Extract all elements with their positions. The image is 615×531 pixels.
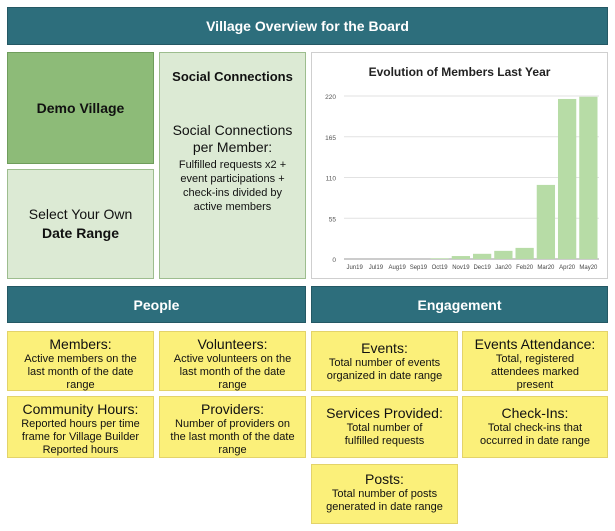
card-desc-line: range bbox=[66, 379, 95, 391]
date-range-line1: Select Your Own bbox=[28, 206, 133, 222]
x-tick-label: May20 bbox=[579, 265, 598, 271]
members-bar-chart: 0 55 110 165 220 Jun19 Jul19 Aug19 Sep19 Oct19 Nov… bbox=[325, 94, 599, 271]
x-tick-label: Feb20 bbox=[516, 265, 534, 271]
card-desc-line: Number of providers on bbox=[175, 418, 290, 430]
chart-title: Evolution of Members Last Year bbox=[368, 65, 551, 79]
card-desc-line: last month of the date bbox=[179, 366, 286, 378]
card-desc-line: Active members on the bbox=[24, 353, 137, 365]
card-desc: Total number of fulfilled requests bbox=[345, 422, 425, 448]
village-name-box: Demo Village bbox=[7, 52, 154, 164]
bar bbox=[557, 98, 577, 259]
events-attendance-card: Events Attendance: Total, registered att… bbox=[462, 331, 608, 391]
providers-card: Providers: Number of providers on the la… bbox=[159, 396, 306, 458]
services-provided-card: Services Provided: Total number of fulfi… bbox=[311, 396, 458, 458]
social-title: Social Connections bbox=[172, 69, 293, 84]
card-title: Providers: bbox=[200, 401, 265, 417]
card-desc: Total number of posts generated in date … bbox=[326, 488, 443, 514]
x-tick-label: Jul19 bbox=[369, 265, 384, 271]
bar bbox=[472, 253, 492, 259]
date-range-selector[interactable]: Select Your Own Date Range bbox=[7, 169, 154, 279]
people-section-title: People bbox=[133, 296, 180, 313]
social-connections-box: Social Connections Social Connections pe… bbox=[159, 52, 306, 279]
card-desc-line: occurred in date range bbox=[479, 435, 591, 447]
posts-card: Posts: Total number of posts generated i… bbox=[311, 464, 458, 524]
card-title: Community Hours: bbox=[22, 401, 139, 417]
x-tick-label: Nov19 bbox=[452, 265, 470, 271]
engagement-section-header: Engagement bbox=[311, 286, 608, 323]
card-desc: Total, registered attendees marked prese… bbox=[491, 353, 579, 392]
date-range-line2: Date Range bbox=[41, 225, 120, 241]
card-title: Members: bbox=[49, 336, 112, 352]
community-hours-card: Community Hours: Reported hours per time… bbox=[7, 396, 154, 458]
x-tick-label: Apr20 bbox=[559, 265, 576, 271]
y-tick-label: 110 bbox=[326, 176, 337, 183]
page-header: Village Overview for the Board bbox=[7, 7, 608, 45]
card-desc: Total number of events organized in date… bbox=[327, 357, 443, 383]
card-title: Services Provided: bbox=[326, 405, 443, 421]
village-name: Demo Village bbox=[36, 100, 125, 116]
x-tick-label: Jun19 bbox=[346, 265, 363, 271]
social-desc-line: Fulfilled requests x2 + bbox=[178, 159, 287, 171]
card-desc-line: Active volunteers on the bbox=[173, 353, 292, 365]
card-desc-line: organized in date range bbox=[326, 370, 443, 382]
card-desc-line: Total number of events bbox=[328, 357, 441, 369]
card-desc-line: attendees marked bbox=[490, 366, 580, 378]
card-desc-line: present bbox=[516, 379, 554, 391]
people-section-header: People bbox=[7, 286, 306, 323]
bar bbox=[579, 96, 598, 259]
bar bbox=[494, 250, 513, 259]
x-tick-label: Mar20 bbox=[537, 265, 555, 271]
card-title: Events Attendance: bbox=[474, 336, 596, 352]
y-tick-label: 165 bbox=[325, 135, 336, 142]
volunteers-card: Volunteers: Active volunteers on the las… bbox=[159, 331, 306, 391]
card-desc-line: range bbox=[218, 379, 247, 391]
events-card: Events: Total number of events organized… bbox=[311, 331, 458, 391]
card-desc-line: frame for Village Builder bbox=[21, 431, 140, 443]
card-desc-line: Reported hours bbox=[42, 444, 119, 456]
card-desc-line: fulfilled requests bbox=[344, 435, 425, 447]
social-desc-line: active members bbox=[193, 201, 272, 213]
card-title: Check-Ins: bbox=[501, 405, 569, 421]
x-tick-label: Sep19 bbox=[410, 265, 428, 271]
card-desc-line: range bbox=[218, 444, 247, 456]
page-title: Village Overview for the Board bbox=[206, 18, 409, 34]
card-title: Volunteers: bbox=[197, 336, 268, 352]
y-tick-label: 220 bbox=[325, 94, 336, 101]
card-desc: Total check-ins that occurred in date ra… bbox=[480, 422, 590, 448]
card-desc: Active volunteers on the last month of t… bbox=[174, 353, 291, 392]
bar bbox=[430, 258, 449, 259]
card-desc-line: Total number of posts bbox=[331, 488, 438, 500]
card-desc: Active members on the last month of the … bbox=[24, 353, 137, 392]
card-desc-line: Total check-ins that bbox=[487, 422, 583, 434]
card-desc-line: the last month of the date bbox=[170, 431, 295, 443]
card-desc-line: Total, registered bbox=[495, 353, 575, 365]
engagement-section-title: Engagement bbox=[417, 296, 502, 313]
bar bbox=[515, 247, 534, 259]
bar bbox=[536, 184, 556, 259]
bar bbox=[451, 256, 471, 259]
card-desc-line: Total number of bbox=[346, 422, 423, 434]
social-desc-line: check-ins divided by bbox=[182, 187, 283, 199]
x-tick-label: Jan20 bbox=[495, 265, 512, 271]
card-desc: Number of providers on the last month of… bbox=[170, 418, 294, 457]
x-tick-label: Dec19 bbox=[473, 265, 491, 271]
y-tick-label: 0 bbox=[332, 257, 336, 264]
members-chart-panel: Evolution of Members Last Year 0 55 110 165… bbox=[311, 52, 608, 279]
social-metric-line2: per Member: bbox=[192, 139, 273, 155]
card-title: Posts: bbox=[365, 471, 404, 487]
card-desc-line: Reported hours per time bbox=[21, 418, 140, 430]
card-desc-line: last month of the date bbox=[27, 366, 134, 378]
y-tick-label: 55 bbox=[329, 216, 337, 223]
x-tick-label: Aug19 bbox=[388, 265, 406, 271]
x-tick-label: Oct19 bbox=[432, 265, 449, 271]
check-ins-card: Check-Ins: Total check-ins that occurred… bbox=[462, 396, 608, 458]
card-title: Events: bbox=[361, 340, 408, 356]
card-desc: Reported hours per time frame for Villag… bbox=[21, 418, 140, 457]
card-desc-line: generated in date range bbox=[326, 501, 443, 513]
social-metric-line1: Social Connections bbox=[172, 122, 293, 138]
members-card: Members: Active members on the last mont… bbox=[7, 331, 154, 391]
social-desc-line: event participations + bbox=[180, 173, 285, 185]
